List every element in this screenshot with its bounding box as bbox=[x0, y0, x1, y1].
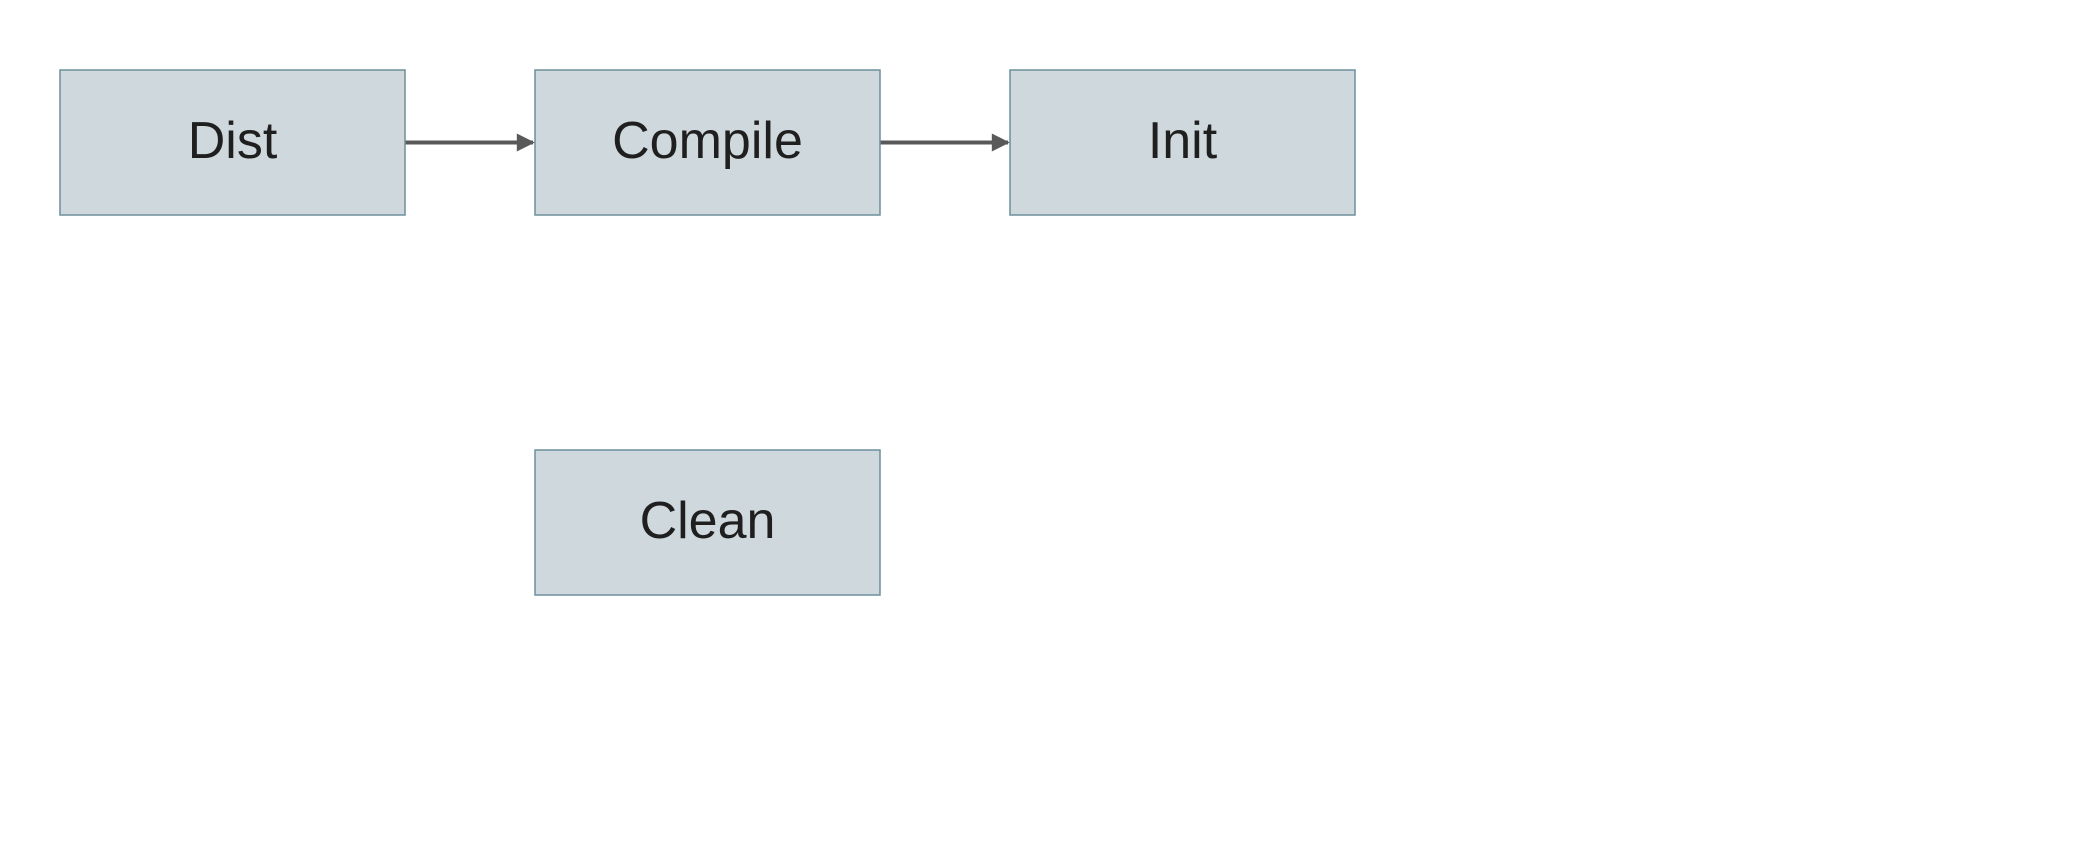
node-clean-label: Clean bbox=[640, 492, 776, 550]
flowchart-canvas: Dist Compile Init Clean bbox=[0, 0, 2078, 848]
node-dist: Dist bbox=[60, 70, 405, 215]
node-compile-label: Compile bbox=[612, 112, 803, 170]
node-init: Init bbox=[1010, 70, 1355, 215]
node-init-label: Init bbox=[1148, 112, 1218, 170]
node-dist-label: Dist bbox=[188, 112, 278, 170]
node-compile: Compile bbox=[535, 70, 880, 215]
node-clean: Clean bbox=[535, 450, 880, 595]
